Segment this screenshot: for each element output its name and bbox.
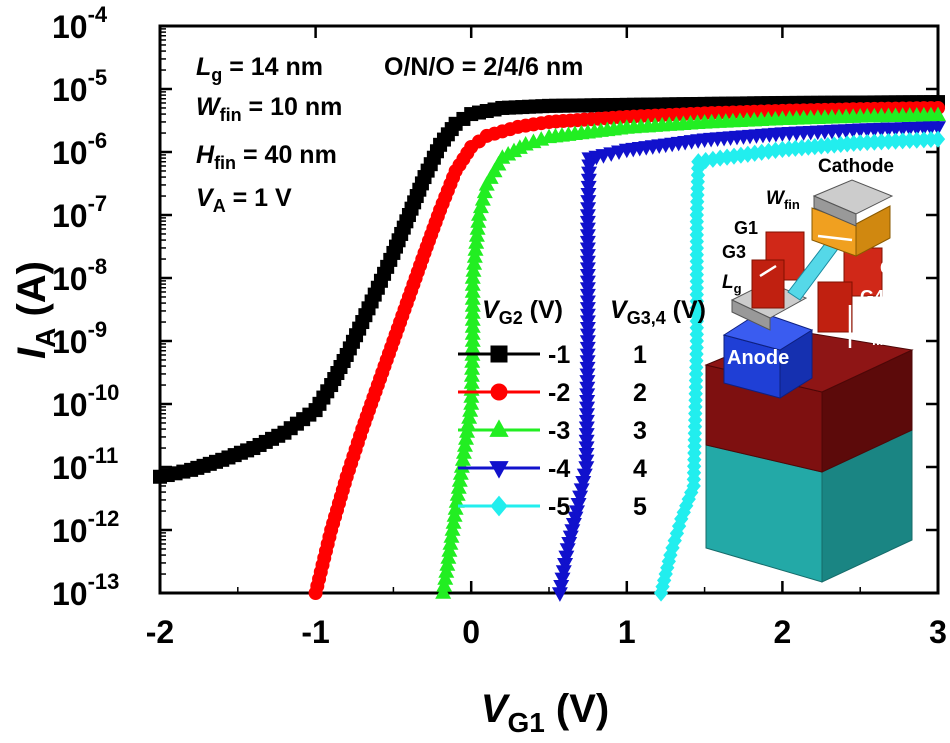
inset-label-g4: G4 (860, 287, 884, 307)
data-series (153, 95, 946, 602)
legend-vg2-value: -4 (548, 455, 570, 483)
legend-vg34-value: 3 (633, 417, 647, 445)
data-marker (474, 191, 491, 206)
x-tick-label: 3 (929, 614, 947, 650)
inset-label-wfin: Wfin (766, 188, 800, 212)
x-tick-label: 1 (618, 614, 636, 650)
legend-vg34-value: 2 (633, 379, 647, 407)
legend-vg34-value: 1 (633, 341, 647, 369)
legend-vg2-value: -5 (548, 493, 570, 521)
data-marker (490, 345, 508, 363)
param-ono: O/N/O = 2/4/6 nm (384, 53, 583, 81)
cathode-side (855, 205, 891, 257)
y-tick-label: 10-7 (52, 191, 107, 234)
y-tick-label: 10-5 (52, 65, 107, 108)
data-marker (466, 248, 483, 263)
legend-header-vg2: VG2 (V) (482, 296, 563, 328)
legend-vg34-value: 5 (633, 493, 647, 521)
data-marker (472, 198, 489, 214)
cathode-contact-front (813, 195, 857, 227)
inset-label-g3: G3 (722, 242, 746, 262)
legend-header-vg34: VG3,4 (V) (610, 296, 706, 328)
x-axis-ticks: -2 -1 0 1 2 3 (146, 26, 947, 650)
legend-vg34-value: 4 (633, 455, 647, 483)
series-vg2--4 (551, 121, 946, 602)
legend-entry: -5 5 (458, 493, 647, 521)
y-tick-label: 10-8 (52, 254, 107, 297)
data-marker (930, 130, 946, 148)
lg-arrow (759, 264, 777, 278)
inset-label-cathode: Cathode (818, 156, 894, 177)
x-tick-label: -2 (146, 614, 174, 650)
legend-vg2-value: -3 (548, 417, 570, 445)
y-tick-label: 10-11 (52, 443, 118, 486)
legend-vg2-value: -1 (548, 341, 570, 369)
data-marker (930, 121, 946, 136)
y-tick-label: 10-13 (52, 569, 119, 612)
y-tick-label: 10-6 (52, 128, 107, 171)
inset-label-g1: G1 (734, 218, 758, 238)
wfin-arrow (817, 234, 853, 242)
legend: VG2 (V) VG3,4 (V) -1 1 -2 2 -3 3 -4 4 -5 5 (458, 296, 706, 521)
legend-vg2-value: -2 (548, 379, 570, 407)
data-marker (490, 495, 508, 517)
param-va: VA = 1 V (196, 184, 292, 216)
legend-entry: -2 2 (458, 379, 647, 407)
param-wfin: Wfin = 10 nm (196, 93, 342, 125)
inset-label-g2: G2 (880, 258, 904, 278)
series-vg2--3 (435, 106, 946, 599)
inset-label-anode: Anode (727, 347, 789, 369)
series-vg2--5 (653, 130, 946, 602)
parameter-annotations: Lg = 14 nm O/N/O = 2/4/6 nm Wfin = 10 nm… (196, 53, 583, 216)
inset-label-lg: Lg (722, 272, 742, 296)
data-marker (476, 183, 493, 199)
gate-g3 (751, 259, 785, 309)
anode-contact-front (731, 299, 771, 331)
data-marker (930, 106, 946, 122)
device-schematic-inset: Cathode Wfin G1 G3 Lg G2 G4 Hfin Anode (704, 156, 914, 583)
y-tick-label: 10-10 (52, 380, 119, 423)
series-vg2--2 (308, 100, 945, 600)
legend-entry: -1 1 (458, 341, 647, 369)
data-marker (490, 383, 508, 401)
param-hfin: Hfin = 40 nm (196, 141, 337, 173)
y-axis-ticks: 10-4 10-5 10-6 10-7 10-8 10-9 10-10 10-11 10-12 1… (52, 2, 938, 612)
x-tick-label: 0 (462, 614, 480, 650)
x-tick-label: 2 (774, 614, 792, 650)
legend-entry: -3 3 (458, 417, 647, 445)
inset-label-hfin: Hfin (858, 324, 888, 348)
y-axis-label: IA (A) (10, 261, 61, 359)
y-tick-label: 10-9 (52, 317, 107, 360)
x-axis-label: VG1 (V) (481, 687, 609, 738)
param-lg: Lg = 14 nm (196, 53, 323, 85)
y-tick-label: 10-4 (52, 2, 108, 45)
x-tick-label: -1 (301, 614, 329, 650)
legend-entry: -4 4 (458, 455, 647, 483)
gate-g4 (817, 281, 853, 333)
data-marker (470, 206, 487, 221)
y-tick-label: 10-12 (52, 506, 119, 549)
data-marker (489, 419, 509, 437)
data-marker (489, 461, 509, 479)
